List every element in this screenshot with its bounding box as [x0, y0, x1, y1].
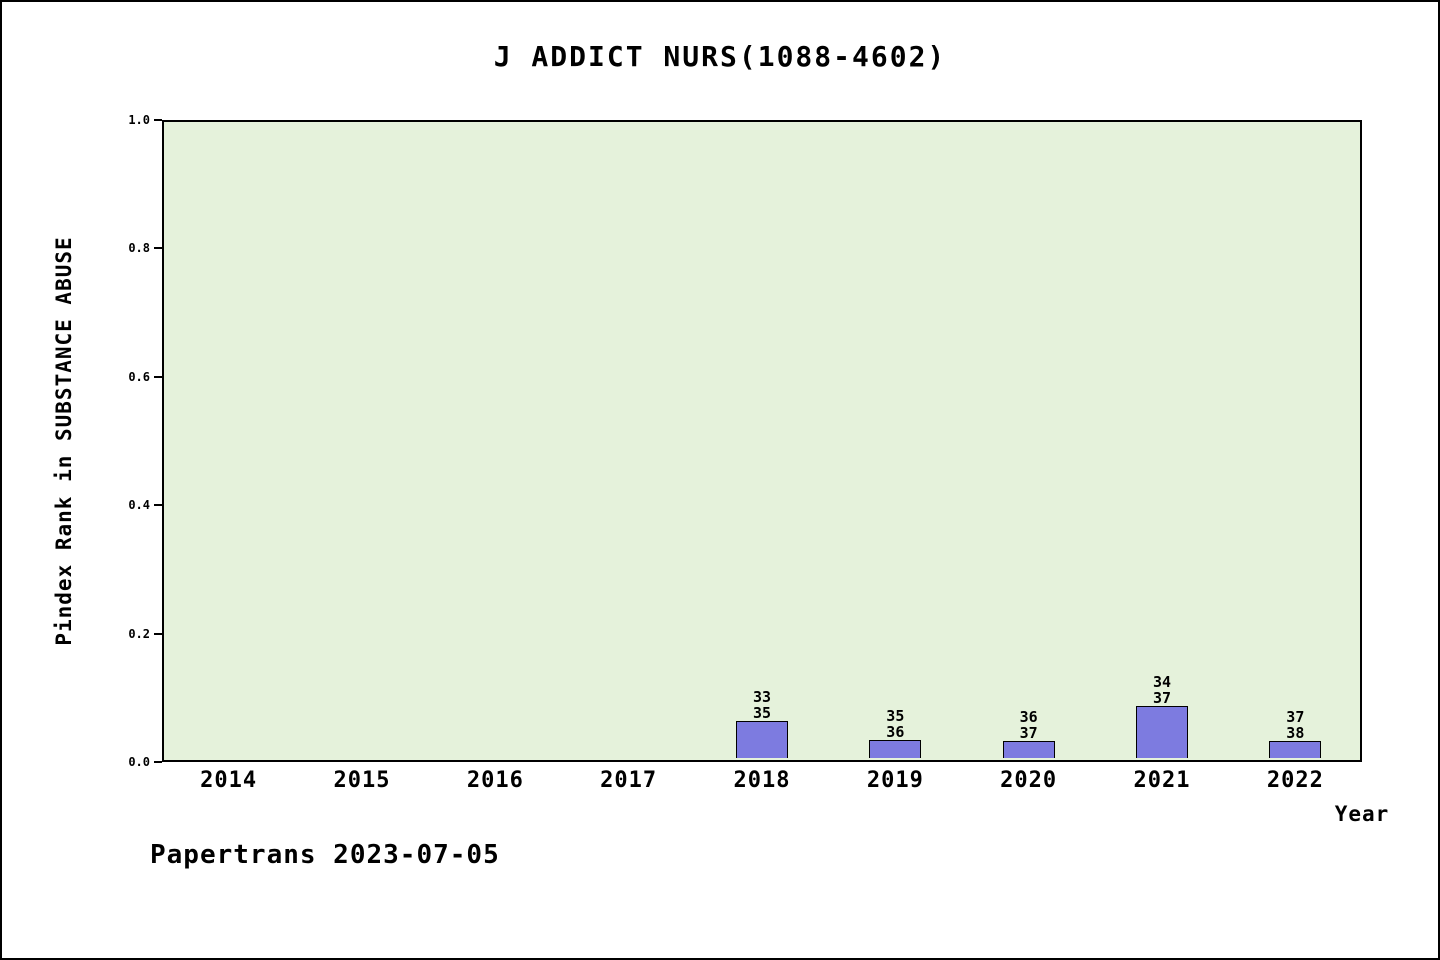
y-tick-mark: [154, 632, 162, 635]
bar-annotation-2021: 34 37: [1152, 672, 1172, 707]
bar-2019: [869, 740, 922, 758]
bar-2022: [1269, 741, 1322, 758]
x-tick-label: 2022: [1266, 768, 1324, 793]
x-tick-label: 2019: [866, 768, 924, 793]
x-tick-label: 2018: [733, 768, 791, 793]
x-tick-label: 2015: [333, 768, 391, 793]
y-tick-label: 0.8: [128, 241, 150, 256]
y-tick-mark: [154, 119, 162, 121]
x-tick-label: 2014: [200, 768, 258, 793]
bar-annotation-2019: 35 36: [886, 707, 905, 742]
x-tick-label: 2016: [466, 768, 524, 793]
y-tick-mark: [154, 504, 162, 507]
y-tick-label: 1.0: [128, 113, 150, 127]
bar-2020: [1002, 740, 1055, 758]
x-tick-label: 2020: [1000, 768, 1058, 793]
x-tick-label: 2021: [1133, 768, 1191, 793]
x-tick-label: 2017: [600, 768, 658, 793]
y-tick-mark: [154, 247, 162, 250]
y-tick-mark: [154, 375, 162, 378]
plot-area: [162, 120, 1362, 762]
y-axis-label: Pindex Rank in SUBSTANCE ABUSE: [52, 236, 76, 646]
bar-2018: [736, 721, 788, 758]
bar-2021: [1136, 705, 1188, 758]
footer-note: Papertrans 2023-07-05: [150, 840, 500, 870]
y-tick-label: 0.2: [128, 626, 150, 641]
bar-annotation-2020: 36 37: [1019, 707, 1038, 742]
x-axis-label: Year: [1334, 802, 1390, 826]
y-tick-label: 0.6: [128, 369, 150, 384]
y-tick-mark: [154, 761, 162, 763]
bar-annotation-2018: 33 35: [752, 688, 772, 723]
chart-title: J ADDICT NURS(1088-4602): [493, 40, 947, 73]
y-tick-label: 0.0: [128, 755, 150, 769]
y-tick-label: 0.4: [128, 498, 150, 513]
bar-annotation-2022: 37 38: [1286, 708, 1305, 743]
